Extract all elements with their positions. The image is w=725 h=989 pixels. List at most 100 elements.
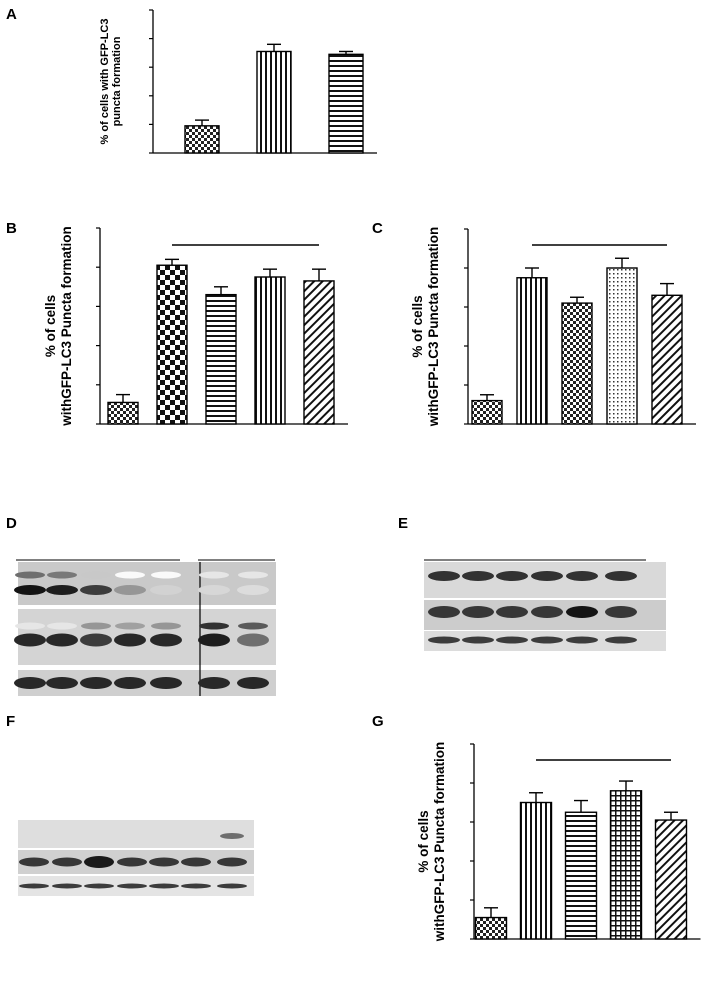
blot-band bbox=[237, 585, 269, 595]
blot-band bbox=[198, 633, 230, 647]
bar bbox=[156, 264, 188, 425]
y-axis-label-line: % of cells bbox=[43, 295, 58, 357]
blot-band bbox=[462, 636, 494, 644]
blot-band bbox=[220, 833, 244, 839]
chart-c: % of cellswithGFP-LC3 Puncta formation bbox=[410, 227, 696, 428]
blot-band bbox=[462, 606, 494, 618]
blot-band bbox=[80, 677, 112, 689]
blot-band bbox=[151, 622, 181, 630]
blot-band bbox=[605, 571, 637, 581]
blot-band bbox=[80, 633, 112, 647]
y-axis-label-line: % of cells with GFP-LC3 bbox=[99, 19, 111, 145]
blot-band bbox=[238, 571, 268, 579]
blot-band bbox=[566, 636, 598, 644]
blot-band bbox=[428, 571, 460, 581]
blot-strip bbox=[18, 820, 254, 848]
blot-band bbox=[15, 571, 45, 579]
y-axis-label-line: withGFP-LC3 Puncta formation bbox=[426, 227, 441, 428]
panel-letter-a: A bbox=[6, 6, 17, 23]
blot-band bbox=[237, 633, 269, 647]
y-axis-label-line: withGFP-LC3 Puncta formation bbox=[59, 226, 74, 427]
bar bbox=[328, 53, 364, 154]
blot-band bbox=[52, 857, 82, 867]
blot-band bbox=[149, 883, 179, 889]
blot-band bbox=[238, 622, 268, 630]
blot-e bbox=[424, 559, 666, 651]
y-axis-label-b: % of cellswithGFP-LC3 Puncta formation bbox=[43, 226, 74, 427]
blot-band bbox=[181, 883, 211, 889]
blot-band bbox=[80, 585, 112, 595]
blot-band bbox=[84, 856, 114, 868]
blot-band bbox=[46, 585, 78, 595]
blot-band bbox=[151, 571, 181, 579]
blot-band bbox=[566, 606, 598, 618]
blot-band bbox=[496, 606, 528, 618]
chart-g: % of cellswithGFP-LC3 Puncta formation bbox=[416, 742, 701, 943]
bar bbox=[651, 294, 683, 425]
blot-band bbox=[181, 857, 211, 867]
bar bbox=[107, 401, 139, 425]
blot-band bbox=[150, 633, 182, 647]
y-axis-label-line: withGFP-LC3 Puncta formation bbox=[432, 742, 447, 943]
blot-band bbox=[217, 857, 247, 867]
blot-band bbox=[117, 883, 147, 889]
blot-band bbox=[199, 571, 229, 579]
blot-band bbox=[19, 857, 49, 867]
blot-band bbox=[496, 636, 528, 644]
bar bbox=[516, 277, 548, 425]
blot-band bbox=[198, 585, 230, 595]
bar bbox=[303, 280, 335, 425]
blot-f bbox=[18, 820, 254, 896]
blot-band bbox=[14, 585, 46, 595]
blot-band bbox=[605, 606, 637, 618]
blot-band bbox=[14, 677, 46, 689]
blot-band bbox=[217, 883, 247, 889]
y-axis-label-g: % of cellswithGFP-LC3 Puncta formation bbox=[416, 742, 447, 943]
blot-band bbox=[15, 622, 45, 630]
blot-band bbox=[237, 677, 269, 689]
panel-letter-d: D bbox=[6, 515, 17, 532]
blot-band bbox=[47, 622, 77, 630]
blot-band bbox=[531, 571, 563, 581]
blot-strip bbox=[18, 562, 276, 605]
blot-band bbox=[531, 636, 563, 644]
blot-d bbox=[14, 559, 276, 696]
blot-band bbox=[150, 585, 182, 595]
blot-band bbox=[531, 606, 563, 618]
panel-letter-g: G bbox=[372, 713, 384, 730]
y-axis-label-line: % of cells bbox=[410, 295, 425, 357]
blot-band bbox=[114, 633, 146, 647]
y-axis-label-line: % of cells bbox=[416, 810, 431, 872]
blot-band bbox=[115, 571, 145, 579]
bar bbox=[474, 916, 508, 940]
blot-band bbox=[114, 677, 146, 689]
blot-band bbox=[566, 571, 598, 581]
bar bbox=[606, 267, 638, 425]
panel-letter-f: F bbox=[6, 713, 15, 730]
blot-band bbox=[84, 883, 114, 889]
blot-band bbox=[199, 622, 229, 630]
bar bbox=[654, 819, 688, 940]
panel-letter-b: B bbox=[6, 220, 17, 237]
bar bbox=[256, 50, 292, 154]
y-axis-label-a: % of cells with GFP-LC3puncta formation bbox=[99, 19, 123, 145]
blot-band bbox=[81, 622, 111, 630]
panel-letter-e: E bbox=[398, 515, 408, 532]
bar bbox=[561, 302, 593, 425]
blot-band bbox=[81, 571, 111, 579]
blot-band bbox=[198, 677, 230, 689]
blot-band bbox=[496, 571, 528, 581]
blot-band bbox=[150, 677, 182, 689]
blot-band bbox=[117, 857, 147, 867]
blot-band bbox=[19, 883, 49, 889]
y-axis-label-line: puncta formation bbox=[111, 36, 123, 126]
blot-band bbox=[428, 636, 460, 644]
blot-band bbox=[46, 677, 78, 689]
blot-band bbox=[462, 571, 494, 581]
panel-letter-c: C bbox=[372, 220, 383, 237]
bar bbox=[205, 293, 237, 425]
blot-band bbox=[52, 883, 82, 889]
chart-b: % of cellswithGFP-LC3 Puncta formation bbox=[43, 226, 348, 427]
bar bbox=[609, 790, 643, 940]
